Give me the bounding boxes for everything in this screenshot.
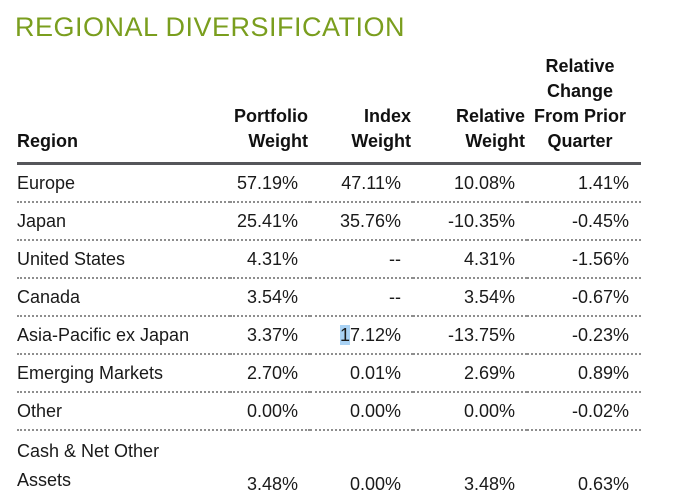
relative-change-cell: -0.45% — [527, 202, 641, 241]
col-header-relative-change: Relative Change From Prior Quarter — [527, 54, 641, 165]
relative-weight-cell: 3.54% — [413, 278, 527, 317]
table-row-other: Other 0.00% 0.00% 0.00% -0.02% — [17, 392, 641, 431]
table-row-asia-pacific-ex-japan: Asia-Pacific ex Japan 3.37% 17.12% -13.7… — [17, 316, 641, 355]
page-title: REGIONAL DIVERSIFICATION — [15, 12, 406, 42]
table-row-japan: Japan 25.41% 35.76% -10.35% -0.45% — [17, 202, 641, 241]
portfolio-weight-cell: 4.31% — [230, 240, 310, 279]
relative-weight-cell: 0.00% — [413, 392, 527, 431]
relative-change-cell: -0.02% — [527, 392, 641, 431]
portfolio-weight-cell: 0.00% — [230, 392, 310, 431]
relative-change-cell: 0.89% — [527, 354, 641, 393]
text-selection-highlight: 1 — [339, 324, 350, 345]
relative-change-cell: 0.63% — [527, 430, 641, 493]
index-weight-cell: 0.01% — [310, 354, 413, 393]
regional-diversification-table: Region Portfolio Weight Index Weight Rel… — [17, 54, 641, 493]
region-cell: Emerging Markets — [17, 354, 230, 393]
portfolio-weight-cell: 2.70% — [230, 354, 310, 393]
index-weight-cell: 17.12% — [310, 316, 413, 355]
index-weight-cell: 35.76% — [310, 202, 413, 241]
portfolio-weight-cell: 57.19% — [230, 163, 310, 203]
region-cell: Europe — [17, 163, 230, 203]
relative-change-cell: -0.67% — [527, 278, 641, 317]
relative-change-cell: -0.23% — [527, 316, 641, 355]
region-cell: Asia-Pacific ex Japan — [17, 316, 230, 355]
region-cell: Japan — [17, 202, 230, 241]
portfolio-weight-cell: 3.48% — [230, 430, 310, 493]
table-row-europe: Europe 57.19% 47.11% 10.08% 1.41% — [17, 163, 641, 203]
index-weight-cell: 0.00% — [310, 430, 413, 493]
col-header-region: Region — [17, 54, 230, 165]
index-weight-cell: 0.00% — [310, 392, 413, 431]
col-header-portfolio-weight: Portfolio Weight — [230, 54, 310, 165]
col-header-index-weight: Index Weight — [310, 54, 413, 165]
region-cell: Other — [17, 392, 230, 431]
table-row-emerging-markets: Emerging Markets 2.70% 0.01% 2.69% 0.89% — [17, 354, 641, 393]
table-row-canada: Canada 3.54% -- 3.54% -0.67% — [17, 278, 641, 317]
col-header-relative-weight: Relative Weight — [413, 54, 527, 165]
relative-change-cell: 1.41% — [527, 163, 641, 203]
table-row-cash-and-net-other-assets: Cash & Net Other Assets 3.48% 0.00% 3.48… — [17, 430, 641, 493]
region-cell: United States — [17, 240, 230, 279]
relative-weight-cell: 10.08% — [413, 163, 527, 203]
relative-weight-cell: -10.35% — [413, 202, 527, 241]
table-row-united-states: United States 4.31% -- 4.31% -1.56% — [17, 240, 641, 279]
region-cell: Canada — [17, 278, 230, 317]
portfolio-weight-cell: 25.41% — [230, 202, 310, 241]
relative-weight-cell: 3.48% — [413, 430, 527, 493]
table-header-row: Region Portfolio Weight Index Weight Rel… — [17, 54, 641, 165]
table-body: Europe 57.19% 47.11% 10.08% 1.41% Japan … — [17, 163, 641, 493]
relative-weight-cell: 4.31% — [413, 240, 527, 279]
index-weight-cell: 47.11% — [310, 163, 413, 203]
relative-weight-cell: -13.75% — [413, 316, 527, 355]
portfolio-weight-cell: 3.37% — [230, 316, 310, 355]
portfolio-weight-cell: 3.54% — [230, 278, 310, 317]
index-weight-text: 7.12% — [349, 324, 401, 345]
index-weight-cell: -- — [310, 278, 413, 317]
relative-weight-cell: 2.69% — [413, 354, 527, 393]
index-weight-cell: -- — [310, 240, 413, 279]
region-cell: Cash & Net Other Assets — [17, 430, 230, 493]
table-header: Region Portfolio Weight Index Weight Rel… — [17, 54, 641, 165]
relative-change-cell: -1.56% — [527, 240, 641, 279]
